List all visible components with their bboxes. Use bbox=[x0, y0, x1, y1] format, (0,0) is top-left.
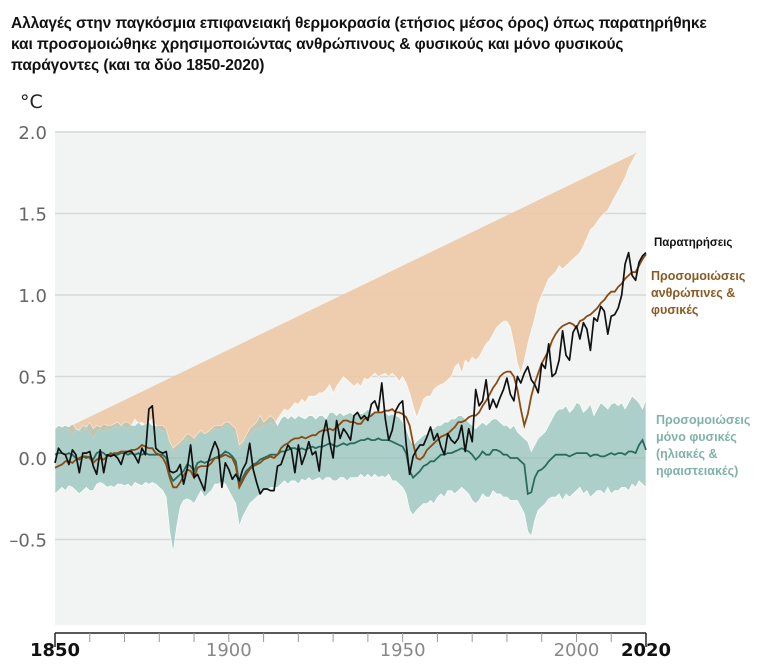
legend-label-line: ηφαιστειακές) bbox=[656, 464, 739, 478]
uncertainty-bands bbox=[54, 151, 647, 553]
y-axis-ticks: 2.0 1.5 1.0 0.5 0.0 –0.5 bbox=[9, 123, 47, 552]
x-tick-label: 1900 bbox=[206, 640, 252, 661]
legend-label: Παρατηρήσεις bbox=[654, 237, 733, 249]
x-axis: 1850 1900 1950 2000 2020 bbox=[30, 632, 671, 661]
y-tick-label: 1.5 bbox=[18, 205, 47, 226]
x-tick-label: 2000 bbox=[554, 640, 600, 661]
y-tick-label: 2.0 bbox=[18, 123, 47, 144]
observations-line bbox=[54, 251, 647, 495]
legend-label-line: Προσομοιώσεις bbox=[651, 269, 746, 283]
human-natural-band bbox=[54, 151, 640, 453]
y-tick-label: 0.5 bbox=[18, 368, 47, 389]
y-tick-label: 1.0 bbox=[18, 286, 47, 307]
legend-natural-only: Προσομοιώσεις μόνο φυσικές (ηλιακές & ηφαισ… bbox=[656, 412, 768, 480]
y-tick-label: 0.0 bbox=[18, 449, 47, 470]
human-natural-band-overlay bbox=[55, 151, 639, 452]
legend-label-line: μόνο φυσικές bbox=[656, 430, 737, 444]
x-tick-label: 2020 bbox=[621, 640, 671, 661]
legend-human-natural: Προσομοιώσεις ανθρώπινες & φυσικές bbox=[651, 268, 766, 319]
x-tick-label: 1950 bbox=[380, 640, 426, 661]
y-axis-unit-label: °C bbox=[20, 91, 43, 113]
series-lines bbox=[54, 251, 647, 496]
legend-label-line: (ηλιακές & bbox=[656, 447, 718, 461]
legend-label-line: φυσικές bbox=[651, 303, 699, 317]
y-tick-label: –0.5 bbox=[9, 531, 47, 552]
legend-label-line: ανθρώπινες & bbox=[651, 286, 736, 300]
legend-observations: Παρατηρήσεις bbox=[654, 235, 732, 252]
legend-label-line: Προσομοιώσεις bbox=[656, 413, 751, 427]
natural-only-band bbox=[54, 395, 647, 553]
chart-title: Αλλαγές στην παγκόσμια επιφανειακή θερμο… bbox=[11, 15, 707, 74]
x-tick-label: 1850 bbox=[30, 640, 80, 661]
natural-only-line bbox=[54, 437, 647, 496]
